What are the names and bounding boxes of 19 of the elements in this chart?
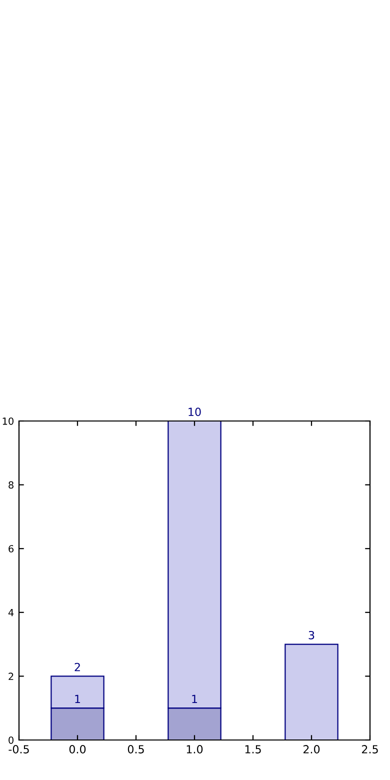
- x-tick-label: 2.5: [362, 745, 378, 754]
- x-tick-label: -0.5: [8, 745, 29, 754]
- y-tick-label: 6: [8, 545, 14, 552]
- y-tick-label: 2: [8, 672, 14, 680]
- data-label: 1: [192, 694, 198, 704]
- y-tick-label: 4: [8, 609, 14, 616]
- x-tick-label: 0.5: [128, 745, 144, 754]
- x-tick-label: 1.0: [186, 745, 203, 754]
- data-label: 1: [75, 694, 80, 704]
- y-tick-label: 10: [2, 417, 14, 425]
- total-label: 3: [308, 630, 314, 640]
- x-tick-label: 1.5: [245, 745, 261, 754]
- x-tick-label: 0.0: [69, 745, 86, 754]
- bar: [284, 644, 338, 740]
- y-tick-label: 8: [8, 481, 14, 489]
- y-tick-label: 0: [8, 736, 14, 744]
- total-label: 10: [188, 408, 201, 416]
- x-tick-label: 2.0: [303, 745, 320, 754]
- total-label: 2: [74, 662, 80, 672]
